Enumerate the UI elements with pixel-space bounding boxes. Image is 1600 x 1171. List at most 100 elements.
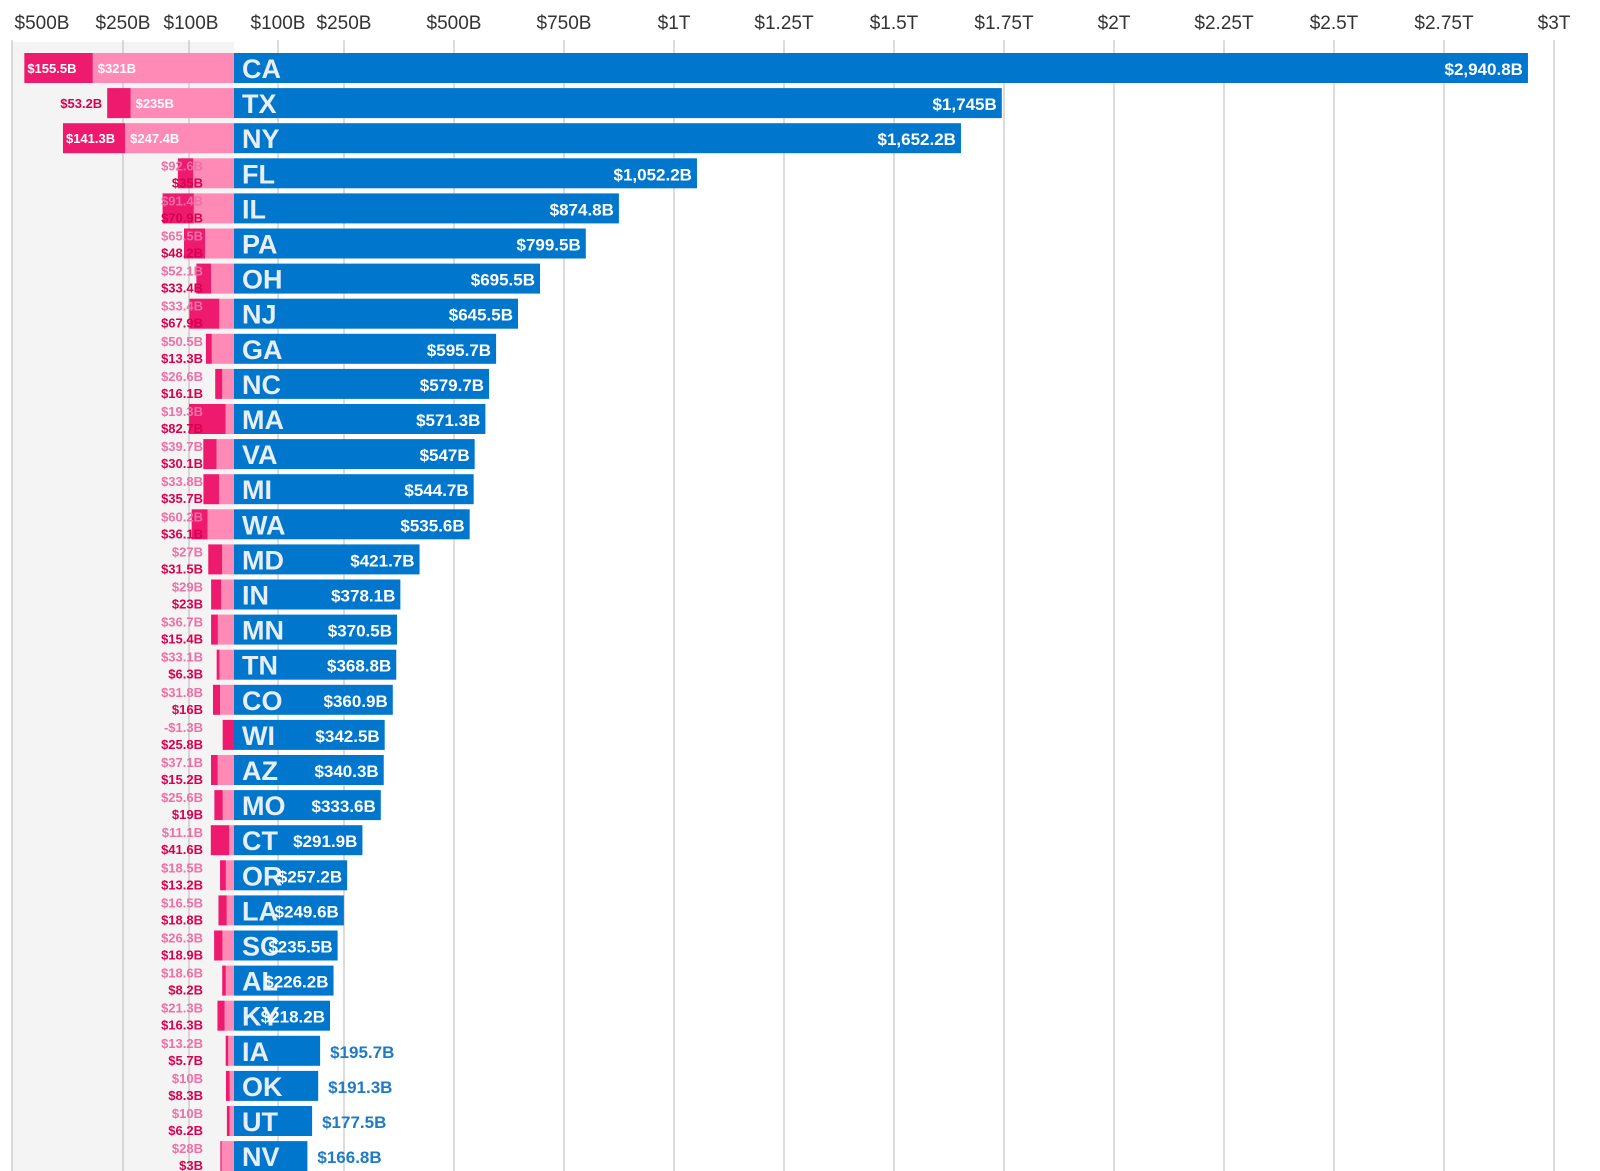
dark-segment [215,368,223,399]
light-value-label: $18.6B [161,966,203,981]
dark-segment [218,895,227,926]
state-label: UT [242,1107,278,1137]
bar-row: $39.7B $30.1B VA $547B [161,439,475,471]
gdp-bar [234,1000,331,1031]
tick-label: $2.75T [1414,13,1474,34]
gdp-bar [234,509,470,540]
bar-row: $60.2B $36.1B WA $535.6B [161,509,470,541]
gdp-value-label: $249.6B [275,902,339,921]
dark-segment [217,1000,225,1031]
light-value-label: $91.4B [161,193,203,208]
dark-value-label: $53.2B [60,96,102,111]
light-segment [217,614,234,645]
light-value-label: $65.5B [161,229,203,244]
state-label: VA [242,440,278,470]
gdp-bar [234,790,381,821]
light-value-label: $18.5B [161,860,203,875]
dark-segment [214,930,223,961]
light-value-label: $19.3B [161,404,203,419]
light-segment [222,544,234,575]
light-segment [219,298,234,329]
dark-value-label: $33.4B [161,281,203,296]
dark-value-label: $16B [172,702,203,717]
gdp-value-label: $340.3B [314,762,378,781]
gdp-bar [234,53,1528,83]
light-value-label: $21.3B [161,1001,203,1016]
state-label: MN [242,616,284,646]
gdp-bar [234,895,344,926]
tick-label: $3T [1538,13,1571,34]
bar-row: $19.3B $82.7B MA $571.3B [161,404,486,436]
gdp-bar [234,368,490,399]
gdp-bar [234,1035,321,1066]
gdp-bar [234,439,475,470]
gdp-value-label: $799.5B [516,236,580,255]
tick-label: $750B [537,13,592,34]
light-segment [207,509,234,540]
dark-segment [24,53,93,83]
dark-segment [196,263,212,294]
light-value-label: $10B [172,1106,203,1121]
gdp-value-label: $535.6B [400,516,464,535]
dark-segment [220,1141,222,1171]
gdp-bar [234,158,697,189]
state-label: WA [242,510,286,540]
bar-row: $27B $31.5B MD $421.7B [161,544,420,576]
dark-value-label: $30.1B [161,456,203,471]
light-segment [222,930,234,961]
tick-label: $100B [164,13,219,34]
axis-ticks: $500B $250B $100B $100B $250B $500B $750B $1T $1… [15,13,1571,34]
light-segment [219,649,234,680]
dark-value-label: $70.9B [161,210,203,225]
light-value-label: $33.8B [161,474,203,489]
state-label: FL [242,159,275,189]
state-label: CT [242,826,278,856]
light-value-label: $60.2B [161,509,203,524]
light-segment [222,790,234,821]
dark-segment [222,719,234,750]
gdp-bar [234,614,398,645]
bar-row: $52.1B $33.4B OH $695.5B [161,263,541,296]
gdp-bar [234,930,338,961]
dark-segment [205,333,212,364]
state-label: IN [242,581,269,611]
dark-segment [191,509,208,540]
bar-row: $33.8B $35.7B MI $544.7B [161,474,474,506]
state-label: MO [242,791,286,821]
gdp-value-label: $191.3B [328,1078,392,1097]
gdp-value-label: $695.5B [471,271,535,290]
light-value-label: $31.8B [161,685,203,700]
state-label: MD [242,545,284,575]
state-label: KY [242,1002,280,1032]
light-value-label: $39.7B [161,439,203,454]
dark-segment [214,790,223,821]
state-label: TN [242,651,278,681]
state-label: OK [242,1072,283,1102]
gdp-value-label: $257.2B [278,867,342,886]
light-segment [225,404,234,434]
dark-value-label: $8.3B [168,1088,203,1103]
state-label: NJ [242,300,277,330]
light-segment [92,53,234,83]
gdp-value-label: $579.7B [420,376,484,395]
dark-segment [62,123,126,154]
state-label: MA [242,405,284,435]
state-label: IA [242,1037,269,1067]
gdp-bar [234,263,541,294]
gdp-value-label: $235.5B [268,938,332,957]
dark-value-label: $8.2B [168,983,203,998]
gdp-bar [234,474,474,505]
dark-segment [183,228,206,259]
dark-value-label: $5.7B [168,1053,203,1068]
gdp-bar [234,123,961,154]
bar-row: $33.1B $6.3B TN $368.8B [161,649,397,682]
bar-row: $36.7B $15.4B MN $370.5B [161,614,398,647]
gdp-value-label: $291.9B [293,832,357,851]
dark-value-label: $41.6B [161,842,203,857]
dark-segment [226,1106,230,1136]
state-label: GA [242,335,283,365]
gdp-value-label: $360.9B [324,692,388,711]
bar-row: $11.1B $41.6B CT $291.9B [161,825,363,857]
gdp-bar [234,825,363,856]
